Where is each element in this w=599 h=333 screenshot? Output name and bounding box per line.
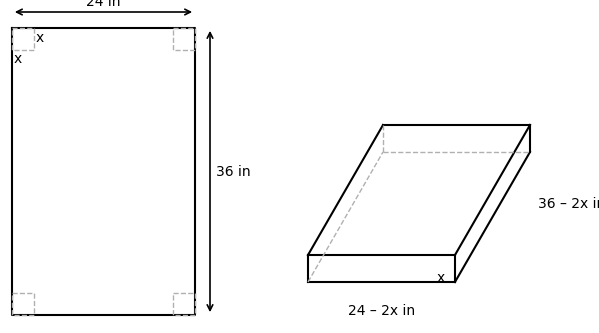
Text: 36 in: 36 in — [216, 165, 250, 178]
Text: x: x — [437, 271, 445, 285]
Text: x: x — [36, 31, 44, 45]
Text: 36 – 2x in: 36 – 2x in — [538, 196, 599, 210]
Text: 24 in: 24 in — [86, 0, 121, 9]
Text: x: x — [14, 52, 22, 66]
Text: 24 – 2x in: 24 – 2x in — [348, 304, 415, 318]
